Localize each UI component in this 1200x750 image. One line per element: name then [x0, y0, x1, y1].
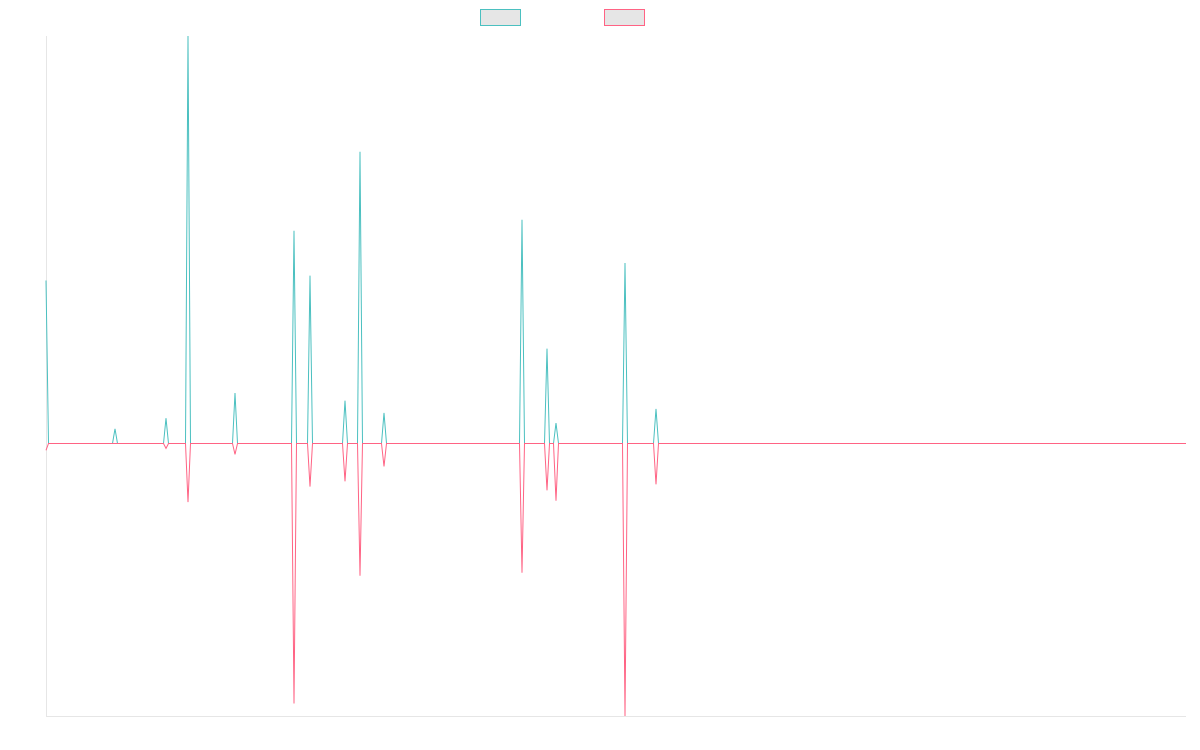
- series-2-point-13[interactable]: [623, 714, 627, 718]
- series-2-point-2[interactable]: [164, 446, 168, 450]
- series-line-1: [45, 35, 1186, 444]
- series-2-point-5[interactable]: [292, 702, 296, 706]
- series-1-point-2[interactable]: [113, 427, 117, 431]
- series-2-point-14[interactable]: [654, 482, 658, 486]
- legend-swatch-series-1: [480, 9, 521, 26]
- series-layer: [44, 34, 1186, 718]
- series-1-point-8[interactable]: [343, 399, 347, 403]
- series-line-2: [45, 443, 1186, 717]
- legend-swatch-series-2: [604, 9, 645, 26]
- series-2-point-3[interactable]: [186, 500, 190, 504]
- series-1-point-1[interactable]: [44, 279, 48, 283]
- series-1-point-5[interactable]: [233, 391, 237, 395]
- series-2-point-12[interactable]: [554, 499, 558, 503]
- series-1-point-15[interactable]: [654, 407, 658, 411]
- series-2-point-9[interactable]: [382, 464, 386, 468]
- series-2-point-8[interactable]: [358, 574, 362, 578]
- legend-item-series-2[interactable]: [604, 9, 645, 26]
- series-1-point-7[interactable]: [308, 274, 312, 278]
- series-1-point-6[interactable]: [292, 229, 296, 233]
- series-1-point-10[interactable]: [382, 411, 386, 415]
- series-1-point-14[interactable]: [623, 261, 627, 265]
- legend-item-series-1[interactable]: [480, 9, 521, 26]
- series-2-point-1[interactable]: [44, 448, 48, 452]
- series-2-point-7[interactable]: [343, 479, 347, 483]
- series-1-point-3[interactable]: [164, 416, 168, 420]
- series-1-point-13[interactable]: [554, 421, 558, 425]
- series-1-point-11[interactable]: [520, 218, 524, 222]
- series-2-point-4[interactable]: [233, 452, 237, 456]
- series-2-point-6[interactable]: [308, 485, 312, 489]
- series-1-point-9[interactable]: [358, 150, 362, 154]
- plot-area: [44, 34, 1186, 718]
- series-1-point-4[interactable]: [186, 34, 190, 38]
- series-1-point-12[interactable]: [545, 347, 549, 351]
- series-2-point-10[interactable]: [520, 571, 524, 575]
- series-2-point-11[interactable]: [545, 488, 549, 492]
- legend: [480, 9, 645, 26]
